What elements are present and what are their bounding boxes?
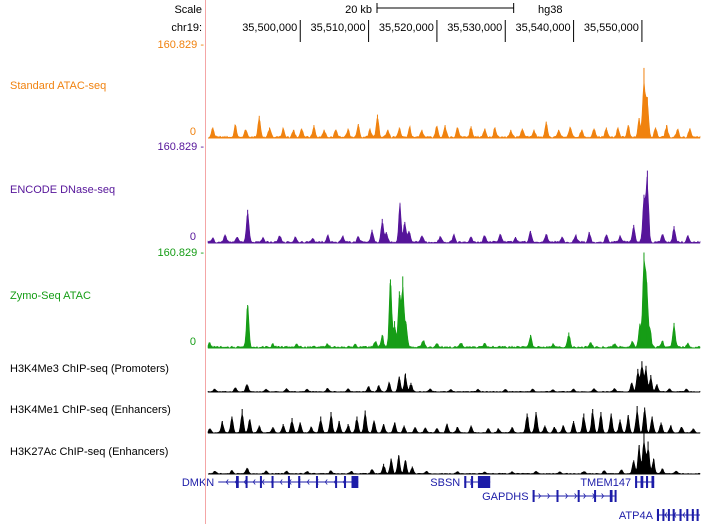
gene-strand-arrow (574, 493, 578, 499)
gene-strand-arrow (225, 479, 229, 485)
gene-strand-arrow (601, 493, 605, 499)
track-label: H3K4Me3 ChIP-seq (Promoters) (10, 363, 169, 375)
gene-strand-arrow (664, 512, 668, 518)
gene-exon (477, 476, 491, 488)
gene-strand-arrow (252, 479, 256, 485)
track-3: H3K4Me3 ChIP-seq (Promoters) (10, 361, 701, 393)
gene-strand-arrow (306, 479, 310, 485)
ruler-tick-label: 35,530,000 (447, 22, 502, 34)
gene-exon (679, 509, 682, 521)
gene-exon (335, 476, 338, 488)
gene-exon (556, 490, 559, 502)
gene-exon (315, 476, 318, 488)
gene-exon (351, 476, 359, 488)
gene-exon (298, 476, 301, 488)
track-signal-area (207, 409, 701, 434)
scale-label: Scale (174, 4, 202, 16)
gene-exon (614, 490, 617, 502)
ruler-tick-label: 35,520,000 (379, 22, 434, 34)
gene-strand-arrow (279, 479, 283, 485)
gene-label: TMEM147 (580, 477, 631, 489)
track-ymax-label: 160.829 - (158, 247, 205, 259)
track-signal-area (207, 258, 701, 349)
gene-label: SBSN (430, 477, 460, 489)
track-1: ENCODE DNase-seq 160.829 - 0 (10, 141, 701, 244)
gene-exon (686, 509, 689, 521)
gene-exon (236, 476, 239, 488)
scale-bar-label: 20 kb (345, 4, 372, 16)
gene-exon (651, 476, 655, 488)
gene-exon (662, 509, 665, 521)
gene-exon (577, 490, 580, 502)
track-5: H3K27Ac ChIP-seq (Enhancers) (10, 433, 701, 475)
gene-exon (635, 476, 638, 488)
track-label: Zymo-Seq ATAC (10, 290, 91, 302)
gene-exon (646, 476, 649, 488)
gene-atp4a: ATP4A (619, 509, 700, 522)
gene-exon (464, 476, 467, 488)
gene-exon (691, 509, 694, 521)
chrom-label: chr19: (171, 22, 202, 34)
gene-annotations: DMKN SBSN GAPDHS TMEM147 ATP4A (182, 476, 700, 522)
track-ymax-label: 160.829 - (158, 39, 205, 51)
track-signal-area (207, 364, 701, 393)
gene-exon (245, 476, 248, 488)
gene-exon (271, 476, 274, 488)
gene-exon (532, 490, 535, 502)
gene-exon (696, 509, 699, 521)
gene-strand-arrow (538, 493, 542, 499)
track-signal-area (207, 176, 701, 244)
gene-label: DMKN (182, 477, 214, 489)
track-signal-area (207, 440, 701, 475)
gene-gapdhs: GAPDHS (482, 490, 617, 503)
gene-strand-arrow (565, 493, 569, 499)
track-2: Zymo-Seq ATAC 160.829 - 0 (10, 247, 701, 349)
gene-exon (672, 509, 675, 521)
gene-exon (471, 476, 474, 488)
genome-label: hg38 (538, 4, 562, 16)
track-signal-area (207, 80, 701, 139)
track-ymin-label: 0 (190, 126, 196, 138)
track-4: H3K4Me1 ChIP-seq (Enhancers) (10, 404, 701, 434)
ruler-tick-label: 35,510,000 (311, 22, 366, 34)
gene-label: GAPDHS (482, 491, 528, 503)
gene-exon (667, 509, 670, 521)
track-label: H3K4Me1 ChIP-seq (Enhancers) (10, 404, 171, 416)
gene-tmem147: TMEM147 (580, 476, 655, 489)
gene-exon (656, 509, 659, 521)
gene-exon (287, 476, 290, 488)
track-ymin-label: 0 (190, 336, 196, 348)
gene-exon (259, 476, 262, 488)
gene-strand-arrow (583, 493, 587, 499)
gene-strand-arrow (261, 479, 265, 485)
ruler: Scale 20 kb hg38 chr19: 35,500,000 35,510… (171, 3, 643, 42)
track-0: Standard ATAC-seq 160.829 - 0 (10, 39, 701, 139)
track-ymin-label: 0 (190, 231, 196, 243)
ruler-tick-label: 35,500,000 (242, 22, 297, 34)
track-label: ENCODE DNase-seq (10, 184, 115, 196)
ruler-tick-label: 35,540,000 (516, 22, 571, 34)
ruler-tick-label: 35,550,000 (584, 22, 639, 34)
gene-exon (640, 476, 644, 488)
gene-label: ATP4A (619, 510, 654, 522)
track-label: H3K27Ac ChIP-seq (Enhancers) (10, 446, 168, 458)
gene-sbsn: SBSN (430, 476, 491, 489)
track-label: Standard ATAC-seq (10, 80, 106, 92)
gene-exon (343, 476, 347, 488)
gene-strand-arrow (547, 493, 551, 499)
track-ymax-label: 160.829 - (158, 141, 205, 153)
gene-dmkn: DMKN (182, 476, 359, 489)
gene-strand-arrow (682, 512, 686, 518)
gene-exon (594, 490, 597, 502)
gene-exon (609, 490, 613, 502)
gene-strand-arrow (324, 479, 328, 485)
